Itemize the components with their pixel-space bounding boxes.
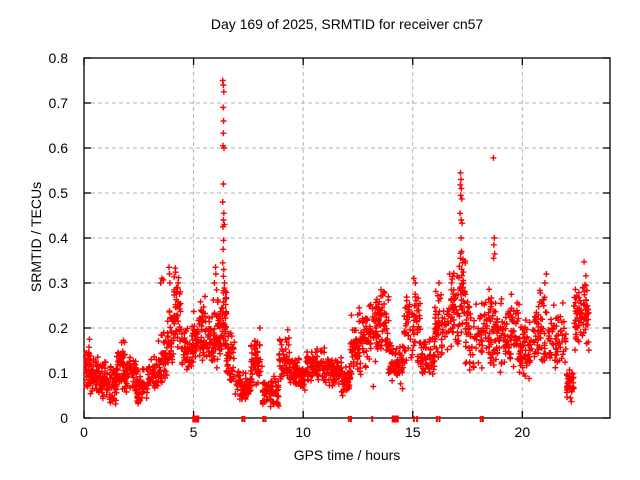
svg-text:0.6: 0.6	[49, 140, 69, 156]
svg-text:0: 0	[60, 410, 68, 426]
svg-text:15: 15	[405, 424, 421, 440]
svg-text:0.2: 0.2	[49, 320, 69, 336]
svg-text:0.5: 0.5	[49, 185, 69, 201]
svg-text:0.7: 0.7	[49, 95, 69, 111]
svg-text:0.8: 0.8	[49, 50, 69, 66]
svg-text:0.4: 0.4	[49, 230, 69, 246]
svg-text:0.3: 0.3	[49, 275, 69, 291]
data-points	[83, 77, 592, 410]
x-axis-label: GPS time / hours	[293, 447, 401, 463]
chart-title: Day 169 of 2025, SRMTID for receiver cn5…	[210, 16, 484, 32]
svg-text:0: 0	[80, 424, 88, 440]
svg-text:5: 5	[190, 424, 198, 440]
y-tick-labels: 0 0.1 0.2 0.3 0.4 0.5 0.6 0.7 0.8	[49, 50, 69, 426]
x-tick-labels: 0 5 10 15 20	[80, 424, 530, 440]
svg-text:0.1: 0.1	[49, 365, 69, 381]
svg-text:20: 20	[515, 424, 531, 440]
zero-marks	[192, 415, 484, 423]
svg-text:10: 10	[295, 424, 311, 440]
